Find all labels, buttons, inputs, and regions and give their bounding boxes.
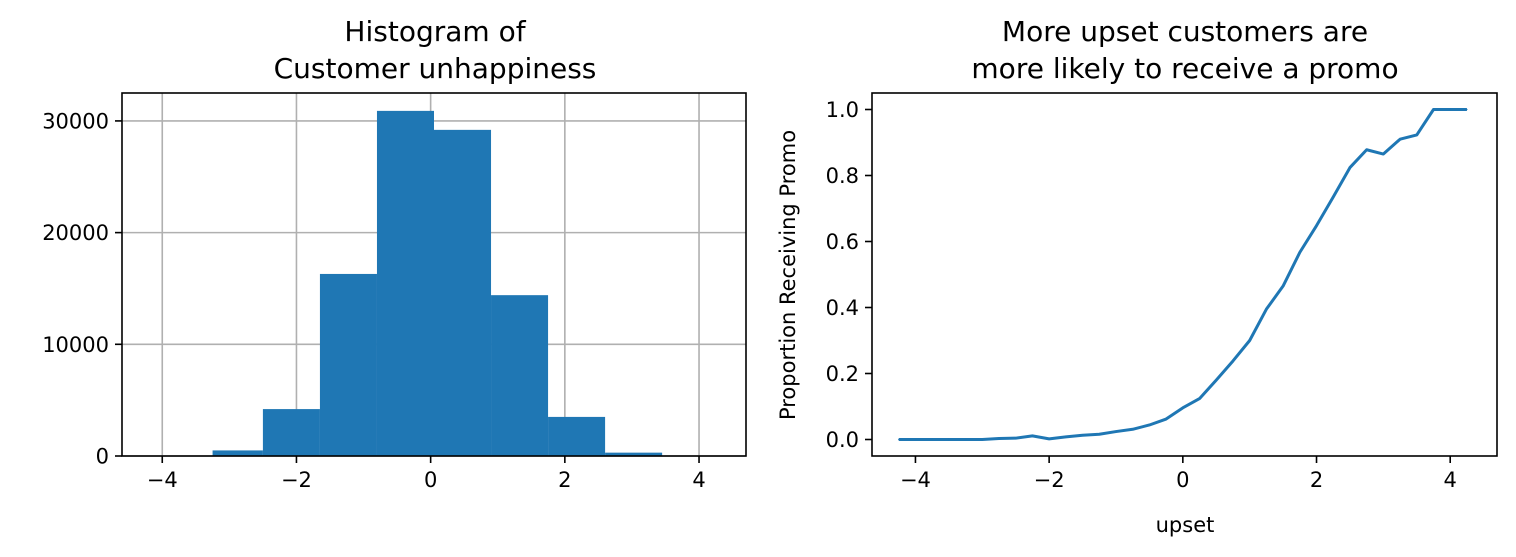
promo-proportion-point: [1065, 436, 1067, 438]
promo-line-panel: More upset customers are more likely to …: [776, 15, 1498, 537]
y-tick-label: 0.6: [826, 230, 859, 254]
promo-proportion-point: [1048, 438, 1050, 440]
promo-proportion-point: [1382, 153, 1384, 155]
y-tick-label: 20000: [42, 221, 109, 245]
promo-proportion-point: [1031, 435, 1034, 437]
promo-proportion-point: [1366, 149, 1368, 151]
promo-proportion-point: [948, 438, 950, 441]
line-y-axis-label: Proportion Receiving Promo: [776, 130, 800, 420]
x-tick-label: −2: [281, 468, 312, 492]
histogram-bar: [319, 273, 377, 456]
line-plot-frame: [871, 92, 1498, 457]
promo-proportion-point: [1198, 397, 1201, 400]
histogram-bar: [262, 409, 320, 456]
x-tick-label: −2: [1034, 468, 1065, 492]
x-tick-label: 4: [692, 468, 705, 492]
promo-proportion-point: [1416, 134, 1418, 136]
promo-proportion-point: [1265, 308, 1267, 310]
y-tick-label: 0.0: [826, 428, 859, 452]
y-tick-label: 30000: [42, 109, 109, 133]
promo-proportion-point: [1432, 108, 1435, 111]
histogram-bar: [212, 450, 263, 456]
x-tick-label: 2: [1310, 468, 1323, 492]
histogram-y-axis: 0 10000 20000 30000: [42, 109, 122, 469]
promo-proportion-point: [1349, 166, 1351, 169]
y-tick-label: 0: [96, 445, 109, 469]
promo-proportion-point: [898, 438, 900, 441]
promo-proportion-point: [1015, 437, 1017, 439]
histogram-bar: [434, 129, 492, 456]
promo-proportion-point: [931, 438, 933, 441]
x-tick-label: 0: [1176, 468, 1189, 492]
promo-proportion-point: [914, 438, 917, 441]
histogram-panel: Histogram of Customer unhappiness −4 −2 0 2…: [42, 15, 747, 492]
promo-proportion-point: [964, 438, 967, 441]
promo-proportion-point: [998, 437, 1000, 440]
histogram-x-axis: −4 −2 0 2 4: [147, 456, 706, 492]
promo-proportion-point: [1399, 138, 1401, 140]
line-y-axis: 0.0 0.2 0.4 0.6 0.8 1.0: [826, 98, 872, 452]
x-tick-label: −4: [900, 468, 931, 492]
histogram-bar: [376, 110, 434, 457]
line-title-line-2: more likely to receive a promo: [971, 52, 1398, 85]
y-tick-label: 10000: [42, 333, 109, 357]
line-x-axis: −4 −2 0 2 4: [900, 456, 1457, 492]
histogram-bar: [491, 295, 549, 456]
promo-proportion-point: [1215, 379, 1217, 381]
promo-proportion-point: [1098, 433, 1100, 435]
promo-proportion-point: [1332, 196, 1334, 198]
promo-proportion-point: [1081, 434, 1084, 436]
histogram-title-line-1: Histogram of: [344, 15, 526, 48]
promo-proportion-point: [1182, 407, 1184, 409]
promo-proportion-point: [981, 438, 983, 441]
promo-proportion-point: [1115, 430, 1117, 433]
promo-proportion-point: [1249, 339, 1251, 342]
promo-proportion-point: [1449, 108, 1451, 111]
y-tick-label: 0.4: [826, 296, 859, 320]
promo-proportion-point: [1232, 360, 1234, 362]
promo-proportion-series: [898, 108, 1468, 441]
histogram-title-line-2: Customer unhappiness: [274, 52, 597, 85]
y-tick-label: 0.8: [826, 164, 859, 188]
histogram-plot-frame: [121, 92, 747, 457]
histogram-bar: [548, 416, 606, 456]
promo-proportion-point: [1466, 108, 1468, 111]
line-title-line-1: More upset customers are: [1002, 15, 1368, 48]
histogram-bar: [605, 452, 663, 456]
promo-proportion-point: [1132, 428, 1134, 430]
promo-proportion-point: [1315, 225, 1318, 227]
y-tick-label: 1.0: [826, 98, 859, 122]
x-tick-label: 0: [424, 468, 437, 492]
promo-proportion-point: [1165, 418, 1167, 420]
x-tick-label: −4: [147, 468, 178, 492]
y-tick-label: 0.2: [826, 362, 859, 386]
promo-proportion-point: [1148, 424, 1151, 426]
x-tick-label: 2: [558, 468, 571, 492]
x-tick-label: 4: [1444, 468, 1457, 492]
promo-proportion-point: [1282, 285, 1284, 287]
promo-proportion-point: [1299, 251, 1301, 253]
histogram-bars: [155, 110, 720, 457]
line-x-axis-label: upset: [1156, 513, 1215, 537]
promo-proportion-line: [898, 108, 1467, 441]
